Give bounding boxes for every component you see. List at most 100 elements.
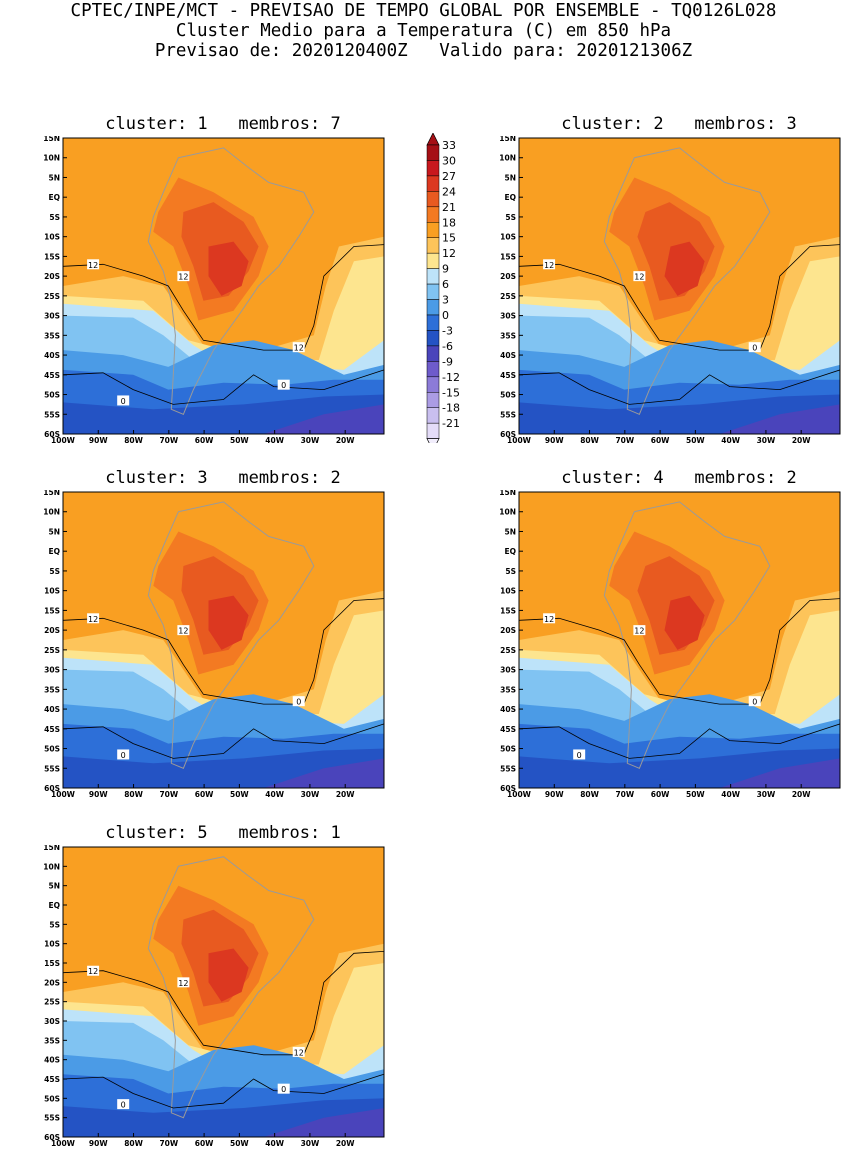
contour-12 — [519, 598, 840, 705]
contour-label: 0 — [281, 1085, 286, 1094]
contour-label: 12 — [294, 344, 304, 353]
header-line-2: Cluster Medio para a Temperatura (C) em … — [175, 21, 672, 41]
colorbar-level-label: 6 — [442, 278, 449, 291]
lat-tick-label: 45S — [500, 371, 516, 380]
panel-4-title: cluster: 4 membros: 2 — [561, 468, 797, 488]
colorbar-swatch — [426, 191, 440, 208]
map-panel-cluster-5: 12 12 12 0 0 15N 10N 5N EQ 5S 10S 15S 20S 25S 30S 35S 40… — [43, 845, 385, 1148]
colorbar-swatch — [426, 206, 440, 223]
colorbar-level-label: 24 — [442, 185, 456, 198]
colorbar-swatch — [426, 314, 440, 331]
panel-1-title: cluster: 1 membros: 7 — [105, 114, 341, 134]
lon-tick-label: 60W — [195, 436, 214, 445]
map-panel-cluster-1: 12 12 12 0 0 15N 10N 5N EQ 5S 10S 15S 20S 25S 30S 35S 40… — [43, 136, 385, 445]
continent-outline — [603, 147, 771, 415]
contour-label-box — [177, 625, 190, 636]
lon-tick-label: 70W — [615, 790, 634, 799]
field-band-24 — [664, 241, 705, 296]
lat-tick-label: 10N — [499, 154, 516, 163]
contour-0 — [63, 369, 384, 405]
colorbar-swatch — [426, 376, 440, 393]
lat-tick-label: 50S — [44, 745, 60, 754]
lat-tick-label: 60S — [44, 784, 60, 793]
field-band-24 — [208, 595, 249, 650]
contour-label-box — [633, 271, 646, 282]
contour-label-box — [543, 613, 556, 624]
continent-outline — [147, 856, 315, 1119]
contour-label-box — [177, 977, 190, 988]
colorbar-swatch — [426, 392, 440, 408]
lat-tick-label: 25S — [500, 646, 516, 655]
contour-label: 12 — [544, 261, 554, 270]
lat-tick-label: 25S — [44, 646, 60, 655]
field-band-24 — [208, 948, 249, 1002]
lon-tick-label: 60W — [651, 790, 670, 799]
lat-tick-label: 50S — [500, 745, 516, 754]
lat-tick-label: 30S — [44, 1017, 60, 1026]
colorbar-swatch — [426, 283, 440, 300]
lat-tick-label: 25S — [500, 292, 516, 301]
field-band-24 — [664, 595, 705, 650]
lon-tick-label: 70W — [159, 1139, 178, 1148]
colorbar-level-label: 0 — [442, 309, 449, 322]
lat-tick-label: 45S — [44, 725, 60, 734]
lat-tick-label: 5S — [505, 213, 516, 222]
lat-tick-label: 25S — [44, 998, 60, 1007]
panel-2-title: cluster: 2 membros: 3 — [561, 114, 797, 134]
lat-tick-label: 30S — [500, 312, 516, 321]
lon-tick-label: 90W — [89, 1139, 108, 1148]
contour-label: 0 — [752, 344, 757, 353]
lon-tick-label: 30W — [301, 1139, 320, 1148]
lat-tick-label: 20S — [44, 272, 60, 281]
lat-tick-label: 40S — [44, 351, 60, 360]
lat-tick-label: 10N — [499, 508, 516, 517]
lat-tick-label: 50S — [500, 391, 516, 400]
lon-tick-label: 50W — [686, 436, 705, 445]
colorbar-level-label: 12 — [442, 247, 456, 260]
lon-tick-label: 60W — [195, 1139, 214, 1148]
colorbar-swatch — [426, 422, 440, 439]
lat-tick-label: 55S — [500, 764, 516, 773]
contour-label-box — [117, 395, 130, 406]
contour-label-box — [292, 696, 305, 707]
plot-frame — [62, 491, 385, 789]
panel-3-title: cluster: 3 membros: 2 — [105, 468, 341, 488]
lat-tick-label: 15N — [43, 845, 60, 852]
lat-tick-label: 15S — [44, 959, 60, 968]
lat-tick-label: 55S — [44, 1114, 60, 1123]
lat-tick-label: 35S — [44, 1036, 60, 1045]
contour-label: 0 — [121, 1101, 126, 1110]
lat-tick-label: 10S — [44, 940, 60, 949]
contour-12 — [63, 244, 384, 351]
lon-tick-label: 20W — [336, 436, 355, 445]
lat-tick-label: 35S — [500, 685, 516, 694]
plot-frame — [518, 137, 841, 435]
colorbar-swatch — [426, 222, 440, 238]
lon-tick-label: 40W — [721, 436, 740, 445]
lat-tick-label: 5S — [49, 213, 60, 222]
field-band-m9 — [263, 1108, 384, 1137]
colorbar-level-label: 30 — [442, 154, 456, 167]
lat-tick-label: 35S — [500, 331, 516, 340]
contour-label-box — [748, 342, 761, 353]
contour-label: 0 — [281, 381, 286, 390]
lat-tick-label: 55S — [500, 410, 516, 419]
lat-tick-label: EQ — [49, 193, 61, 202]
lat-tick-label: 10N — [43, 508, 60, 517]
lat-tick-label: 15S — [44, 606, 60, 615]
lat-tick-label: 15N — [43, 136, 60, 143]
lat-tick-label: 40S — [500, 705, 516, 714]
contour-label: 12 — [178, 273, 188, 282]
lat-tick-label: EQ — [505, 547, 517, 556]
colorbar-swatch — [426, 299, 440, 316]
lat-tick-label: 50S — [44, 391, 60, 400]
contour-label: 12 — [178, 979, 188, 988]
lon-tick-label: 100W — [51, 436, 76, 445]
lon-tick-label: 60W — [195, 790, 214, 799]
colorbar-level-label: 18 — [442, 216, 456, 229]
lon-tick-label: 70W — [615, 436, 634, 445]
lon-tick-label: 40W — [265, 436, 284, 445]
lat-tick-label: 20S — [500, 272, 516, 281]
lat-tick-label: 35S — [44, 331, 60, 340]
